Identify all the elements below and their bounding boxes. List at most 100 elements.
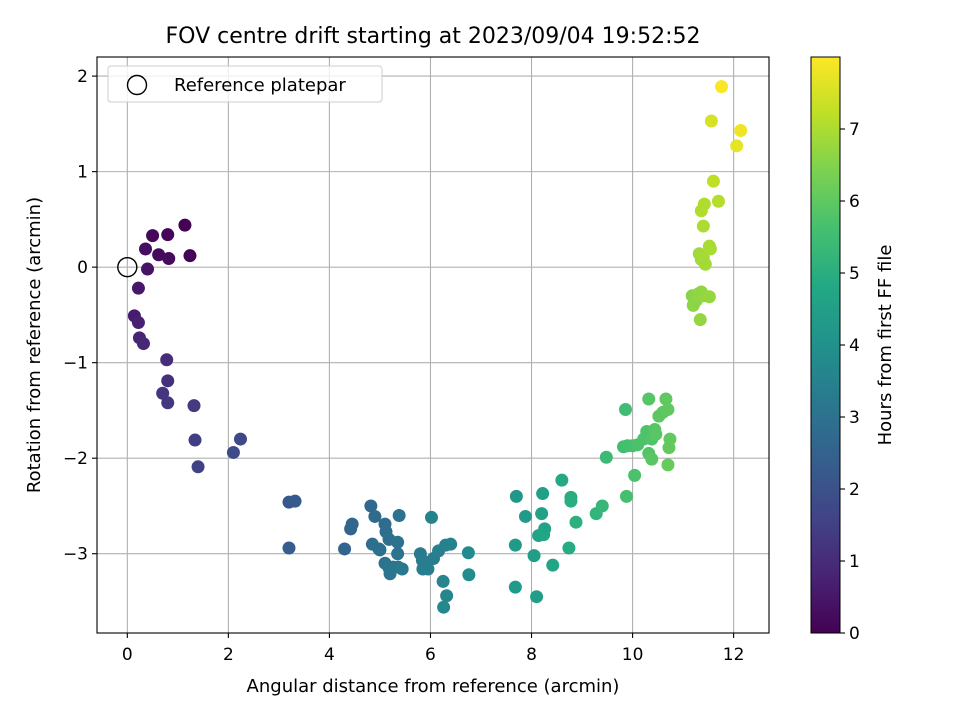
scatter-point	[392, 509, 406, 523]
scatter-point	[162, 252, 176, 266]
legend-box	[107, 65, 383, 103]
scatter-point	[527, 549, 541, 563]
reference-platepar-marker	[117, 256, 138, 278]
x-tick-label: 2	[223, 645, 234, 665]
y-axis-label: Rotation from reference (arcmin)	[24, 197, 45, 493]
scatter-point	[187, 399, 201, 413]
colorbar-tick-label: 0	[849, 624, 860, 644]
scatter-point	[659, 392, 673, 406]
scatter-point	[649, 427, 663, 441]
scatter-point	[364, 499, 378, 513]
plot-frame	[96, 56, 770, 634]
scatter-point	[562, 541, 576, 555]
plot-area	[96, 56, 770, 634]
scatter-point	[288, 494, 302, 508]
colorbar-tick-label: 3	[849, 408, 860, 428]
x-tick-label: 10	[622, 645, 644, 665]
scatter-point	[161, 374, 175, 388]
scatter-point	[282, 541, 296, 555]
scatter-point	[141, 262, 155, 276]
legend-label: Reference platepar	[174, 75, 346, 96]
colorbar-tick-label: 1	[849, 552, 860, 572]
scatter-point	[696, 219, 710, 233]
scatter-point	[146, 229, 160, 243]
scatter-point	[546, 558, 560, 572]
y-tick-label: 0	[77, 258, 88, 278]
scatter-point	[191, 460, 205, 474]
scatter-point	[663, 432, 677, 446]
scatter-point	[509, 489, 523, 503]
scatter-point	[156, 386, 170, 400]
reference-layer	[117, 256, 138, 278]
scatter-point	[368, 509, 382, 523]
y-tick-label: −2	[63, 449, 88, 469]
scatter-point	[437, 600, 451, 614]
scatter-point	[461, 546, 475, 560]
scatter-point	[595, 499, 609, 513]
scatter-point	[734, 124, 748, 138]
scatter-point	[697, 197, 711, 211]
legend-marker-open-circle	[126, 74, 148, 96]
x-tick-label: 0	[122, 645, 133, 665]
scatter-point	[508, 538, 522, 552]
scatter-point	[188, 433, 202, 447]
scatter-point	[444, 537, 458, 551]
colorbar-tick-label: 7	[849, 120, 860, 140]
scatter-point	[136, 337, 150, 351]
scatter-point	[642, 392, 656, 406]
scatter-point	[139, 242, 153, 256]
colorbar-ticks: 0 1 2 3 4 5 6 7	[840, 120, 860, 644]
scatter-point	[391, 547, 405, 561]
colorbar: 0 1 2 3 4 5 6 7 Hours from first FF file	[810, 56, 896, 644]
colorbar-tick-label: 6	[849, 192, 860, 212]
scatter-point	[530, 590, 544, 604]
scatter-point	[508, 580, 522, 594]
scatter-point	[131, 281, 145, 295]
scatter-point	[537, 528, 551, 542]
scatter-point	[183, 249, 197, 263]
scatter-point	[569, 515, 583, 529]
scatter-point	[661, 458, 675, 472]
y-tick-label: −3	[63, 545, 88, 565]
scatter-point	[161, 228, 175, 242]
scatter-point	[730, 139, 744, 153]
chart-title: FOV centre drift starting at 2023/09/04 …	[166, 24, 701, 49]
scatter-point	[535, 507, 549, 521]
scatter-point	[338, 542, 352, 556]
scatter-point	[160, 353, 174, 367]
scatter-point	[702, 290, 716, 304]
scatter-point	[619, 402, 633, 416]
scatter-point	[620, 489, 634, 503]
scatter-point	[440, 589, 454, 603]
colorbar-label: Hours from first FF file	[875, 245, 896, 446]
scatter-point	[436, 574, 450, 588]
y-tick-label: −1	[63, 354, 88, 374]
scatter-point	[345, 517, 359, 531]
x-axis-ticks: 0 2 4 6 8 10 12	[122, 633, 744, 665]
scatter-point	[628, 468, 642, 482]
scatter-point	[703, 242, 717, 256]
scatter-point	[161, 396, 175, 410]
y-axis-ticks: 2 1 0 −1 −2 −3	[63, 67, 97, 565]
scatter-point	[233, 432, 247, 446]
scatter-point	[661, 402, 675, 416]
legend: Reference platepar	[107, 65, 383, 103]
scatter-point	[698, 257, 712, 271]
x-tick-label: 4	[324, 645, 335, 665]
scatter-point	[152, 248, 166, 262]
scatter-point	[424, 510, 438, 524]
scatter-point	[715, 80, 729, 94]
colorbar-tick-label: 4	[849, 336, 860, 356]
scatter-point	[462, 568, 476, 582]
x-axis-label: Angular distance from reference (arcmin)	[247, 676, 620, 697]
data-points	[127, 80, 748, 614]
scatter-point	[555, 473, 569, 487]
scatter-point	[536, 487, 550, 501]
scatter-point	[372, 542, 386, 556]
scatter-point	[599, 450, 613, 464]
scatter-point	[711, 194, 725, 208]
scatter-point	[706, 174, 720, 188]
scatter-point	[395, 562, 409, 576]
